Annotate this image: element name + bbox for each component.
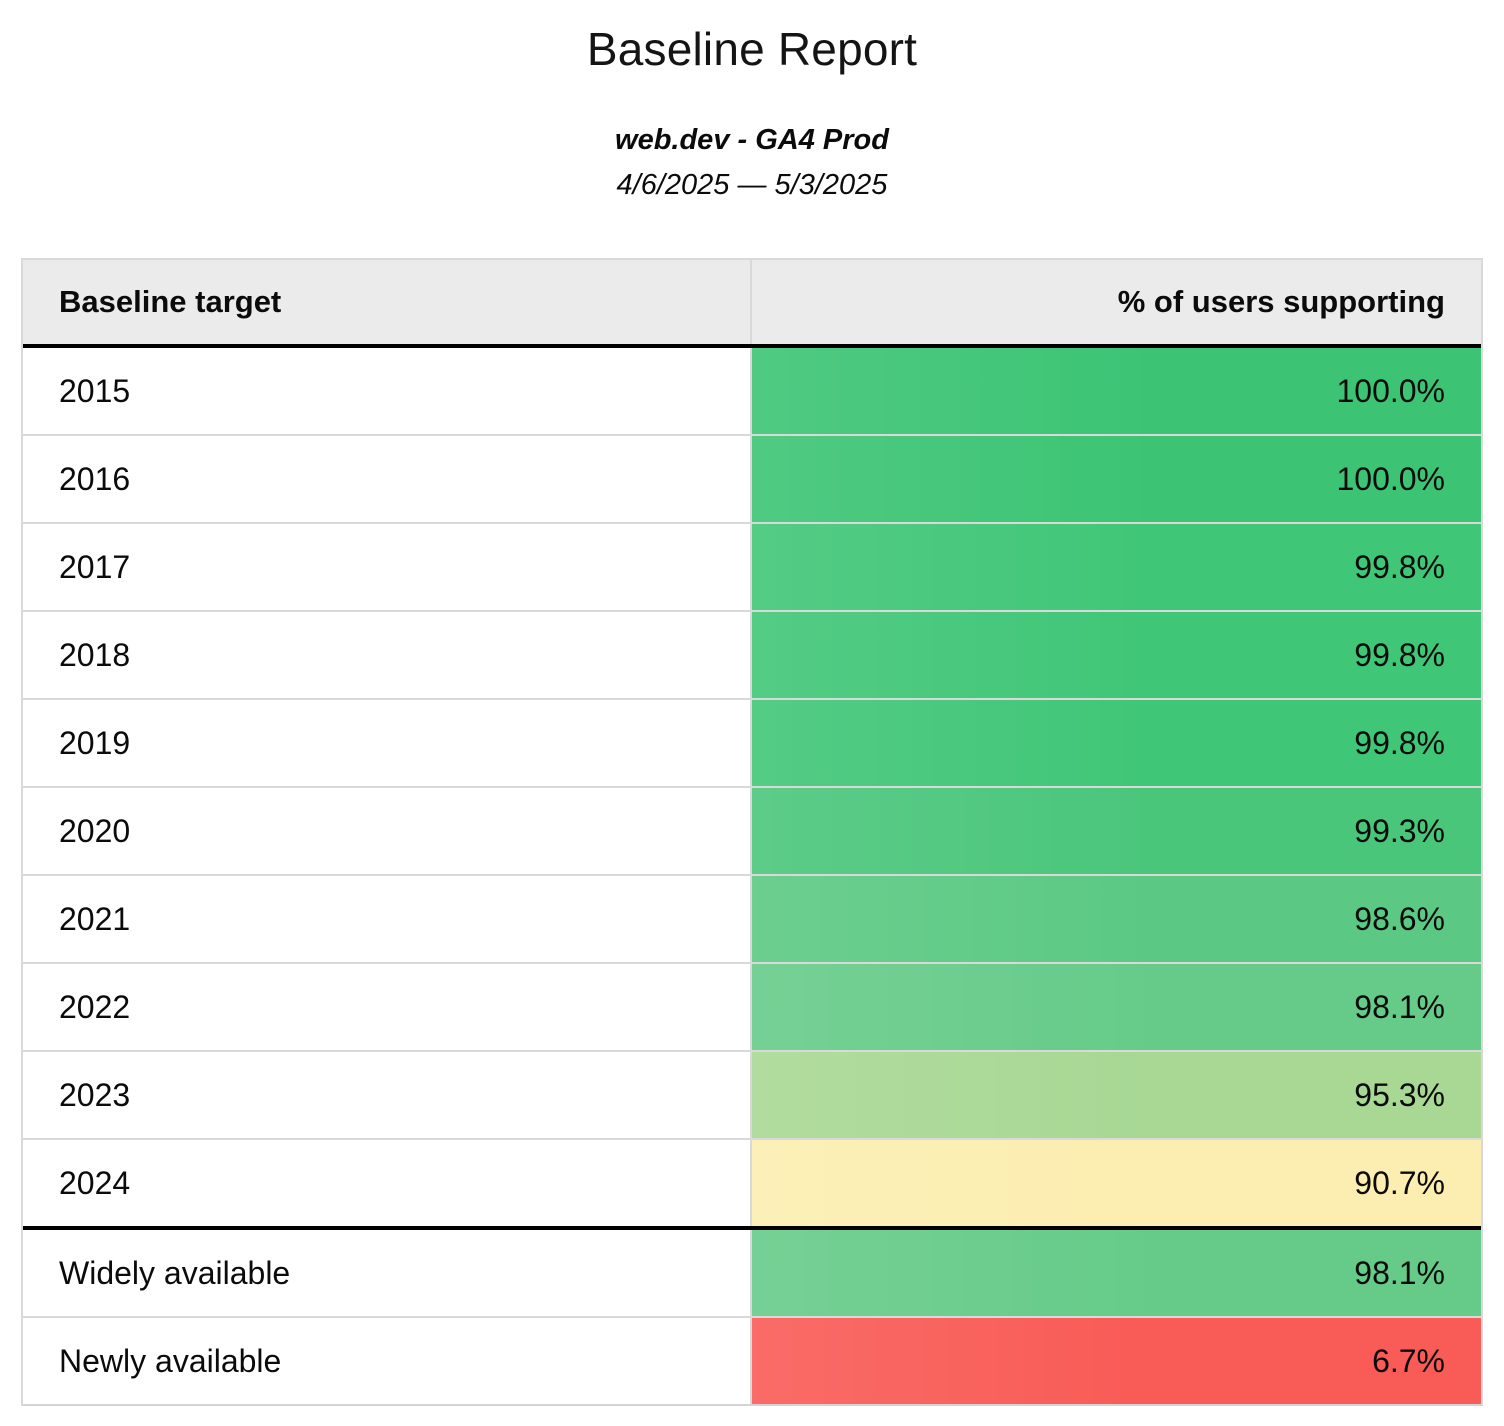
table-row-widely-available: Widely available 98.1% — [23, 1226, 1481, 1316]
row-label: 2024 — [23, 1140, 752, 1226]
row-label: 2023 — [23, 1052, 752, 1138]
row-label: 2021 — [23, 876, 752, 962]
report-date-range: 4/6/2025 — 5/3/2025 — [616, 169, 888, 201]
row-label: Widely available — [23, 1230, 752, 1316]
row-value-cell: 6.7% — [752, 1318, 1481, 1404]
row-value-cell: 99.8% — [752, 612, 1481, 698]
page-title: Baseline Report — [586, 23, 918, 75]
table-row-2023: 2023 95.3% — [23, 1050, 1481, 1138]
row-value-cell: 98.1% — [752, 1230, 1481, 1316]
table-row-2019: 2019 99.8% — [23, 698, 1481, 786]
table-row-2015: 2015 100.0% — [23, 348, 1481, 434]
table-row-2021: 2021 98.6% — [23, 874, 1481, 962]
table-row-2018: 2018 99.8% — [23, 610, 1481, 698]
row-value-cell: 100.0% — [752, 436, 1481, 522]
baseline-table: Baseline target % of users supporting 20… — [21, 258, 1483, 1406]
table-header-row: Baseline target % of users supporting — [23, 260, 1481, 348]
row-value-cell: 98.6% — [752, 876, 1481, 962]
table-row-2020: 2020 99.3% — [23, 786, 1481, 874]
row-label: 2017 — [23, 524, 752, 610]
row-label: 2015 — [23, 348, 752, 434]
table-row-2022: 2022 98.1% — [23, 962, 1481, 1050]
row-value-cell: 99.8% — [752, 700, 1481, 786]
row-label: 2020 — [23, 788, 752, 874]
row-label: 2016 — [23, 436, 752, 522]
row-label: 2019 — [23, 700, 752, 786]
column-header-baseline-target: Baseline target — [23, 260, 752, 344]
row-value-cell: 90.7% — [752, 1140, 1481, 1226]
table-row-newly-available: Newly available 6.7% — [23, 1316, 1481, 1404]
table-row-2017: 2017 99.8% — [23, 522, 1481, 610]
row-value-cell: 99.8% — [752, 524, 1481, 610]
row-value-cell: 99.3% — [752, 788, 1481, 874]
table-row-2016: 2016 100.0% — [23, 434, 1481, 522]
row-value-cell: 100.0% — [752, 348, 1481, 434]
row-label: 2018 — [23, 612, 752, 698]
row-label: 2022 — [23, 964, 752, 1050]
table-row-2024: 2024 90.7% — [23, 1138, 1481, 1226]
report-source: web.dev - GA4 Prod — [615, 124, 889, 156]
row-value-cell: 98.1% — [752, 964, 1481, 1050]
row-value-cell: 95.3% — [752, 1052, 1481, 1138]
row-label: Newly available — [23, 1318, 752, 1404]
column-header-users-supporting: % of users supporting — [1117, 284, 1445, 319]
